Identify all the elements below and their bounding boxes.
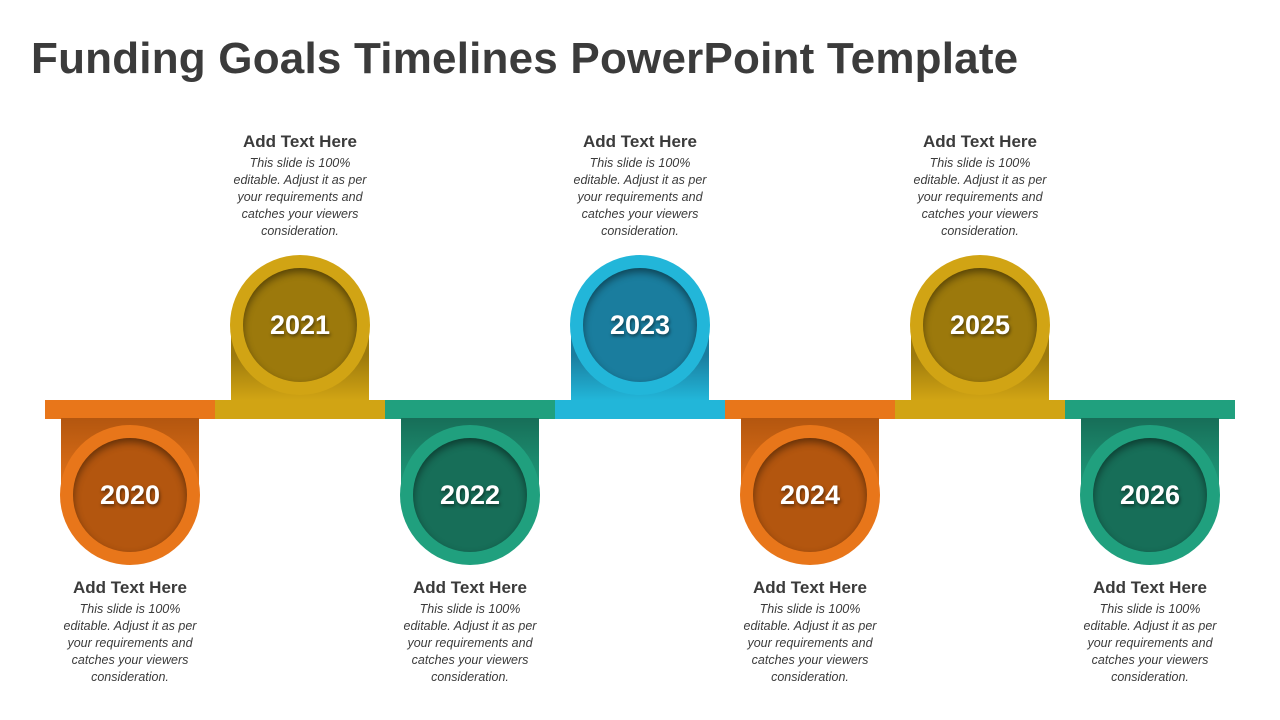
milestone-heading: Add Text Here: [1093, 578, 1207, 597]
milestone-body: This slide is 100% editable. Adjust it a…: [913, 156, 1047, 238]
year-label: 2021: [243, 268, 357, 382]
timeline-segment: [385, 400, 555, 419]
milestone-heading: Add Text Here: [73, 578, 187, 597]
year-circle: 2025: [910, 255, 1050, 395]
year-label: 2020: [73, 438, 187, 552]
year-label: 2024: [753, 438, 867, 552]
milestone-text: Add Text Here This slide is 100% editable…: [725, 578, 895, 686]
year-circle: 2020: [60, 425, 200, 565]
milestone-text: Add Text Here This slide is 100% editable…: [555, 132, 725, 240]
milestone-text: Add Text Here This slide is 100% editable…: [1065, 578, 1235, 686]
timeline-segment: [725, 400, 895, 419]
milestone-heading: Add Text Here: [583, 132, 697, 151]
milestone-text: Add Text Here This slide is 100% editable…: [895, 132, 1065, 240]
year-label: 2022: [413, 438, 527, 552]
timeline-segment: [215, 400, 385, 419]
year-circle: 2024: [740, 425, 880, 565]
year-circle: 2021: [230, 255, 370, 395]
milestone-text: Add Text Here This slide is 100% editable…: [45, 578, 215, 686]
year-label: 2026: [1093, 438, 1207, 552]
timeline-segment: [45, 400, 215, 419]
timeline-segment: [555, 400, 725, 419]
year-label: 2023: [583, 268, 697, 382]
milestone-body: This slide is 100% editable. Adjust it a…: [743, 602, 877, 684]
year-circle: 2022: [400, 425, 540, 565]
milestone-body: This slide is 100% editable. Adjust it a…: [573, 156, 707, 238]
year-circle: 2026: [1080, 425, 1220, 565]
milestone-body: This slide is 100% editable. Adjust it a…: [233, 156, 367, 238]
milestone-body: This slide is 100% editable. Adjust it a…: [1083, 602, 1217, 684]
milestone-text: Add Text Here This slide is 100% editable…: [385, 578, 555, 686]
milestone-body: This slide is 100% editable. Adjust it a…: [63, 602, 197, 684]
milestone-heading: Add Text Here: [413, 578, 527, 597]
year-circle: 2023: [570, 255, 710, 395]
slide-title: Funding Goals Timelines PowerPoint Templ…: [31, 34, 1019, 83]
year-label: 2025: [923, 268, 1037, 382]
milestone-body: This slide is 100% editable. Adjust it a…: [403, 602, 537, 684]
milestone-text: Add Text Here This slide is 100% editable…: [215, 132, 385, 240]
timeline-segment: [895, 400, 1065, 419]
milestone-heading: Add Text Here: [753, 578, 867, 597]
timeline-segment: [1065, 400, 1235, 419]
milestone-heading: Add Text Here: [923, 132, 1037, 151]
milestone-heading: Add Text Here: [243, 132, 357, 151]
